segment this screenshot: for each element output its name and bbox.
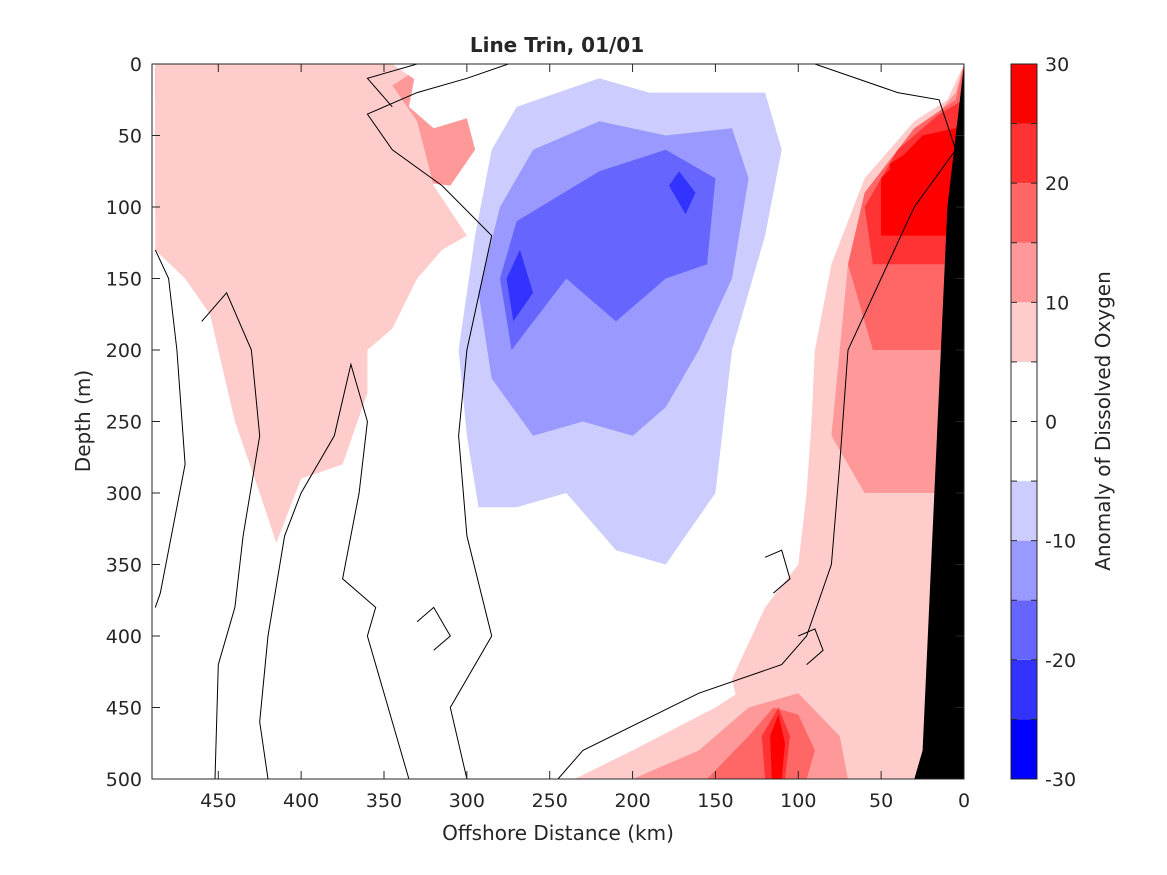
colorbar-tick-label: -20 bbox=[1045, 650, 1076, 672]
colorbar: 30 20 10 0 -10 -20 -30 bbox=[1010, 54, 1076, 791]
colorbar-label: Anomaly of Dissolved Oxygen bbox=[1091, 271, 1115, 571]
x-tick-label: 50 bbox=[869, 790, 893, 812]
y-tick-label: 300 bbox=[106, 483, 142, 505]
zero-contour-layer bbox=[154, 64, 957, 779]
colorbar-tick-label: 10 bbox=[1045, 292, 1069, 314]
colorbar-tick-label: -30 bbox=[1045, 769, 1076, 791]
colorbar-swatch bbox=[1011, 242, 1037, 303]
colorbar-swatch bbox=[1011, 600, 1037, 660]
chart-title: Line Trin, 01/01 bbox=[470, 33, 644, 57]
seafloor-mask bbox=[914, 64, 964, 779]
y-tick-label: 350 bbox=[106, 555, 142, 577]
colorbar-tick-label: -10 bbox=[1045, 531, 1076, 553]
x-tick-label: 350 bbox=[366, 790, 402, 812]
zero-contour-line bbox=[764, 549, 791, 594]
y-tick-label: 250 bbox=[106, 412, 142, 434]
colorbar-swatch bbox=[1011, 183, 1037, 243]
x-axis-label: Offshore Distance (km) bbox=[442, 821, 674, 845]
contour-region bbox=[500, 149, 716, 350]
y-tick-label: 0 bbox=[130, 54, 142, 76]
colorbar-swatch bbox=[1011, 421, 1037, 482]
zero-contour-line bbox=[416, 606, 451, 651]
contour-fill-layer bbox=[155, 64, 964, 779]
x-tick-label: 200 bbox=[614, 790, 650, 812]
contour-region bbox=[506, 249, 534, 322]
contour-region bbox=[770, 714, 785, 779]
plot-area: 450 400 350 300 250 200 150 100 50 0 050100150200… bbox=[106, 54, 970, 812]
y-tick-label: 100 bbox=[106, 197, 142, 219]
x-tick-label: 400 bbox=[283, 790, 319, 812]
colorbar-swatch bbox=[1011, 302, 1037, 362]
x-axis: 450 400 350 300 250 200 150 100 50 0 bbox=[200, 64, 970, 812]
contour-region bbox=[707, 707, 815, 779]
colorbar-swatch bbox=[1011, 123, 1037, 184]
zero-contour-line bbox=[366, 64, 509, 779]
contour-region bbox=[889, 142, 948, 207]
y-tick-label: 500 bbox=[106, 769, 142, 791]
contour-region bbox=[155, 64, 467, 543]
zero-contour-line bbox=[798, 628, 824, 665]
zero-contour-line bbox=[557, 64, 957, 779]
y-axis-label: Depth (m) bbox=[71, 370, 95, 472]
colorbar-swatch bbox=[1011, 64, 1037, 124]
contour-region bbox=[669, 171, 696, 215]
y-tick-label: 150 bbox=[106, 269, 142, 291]
y-axis: 0 50 100 150 200 250 300 350 400 450 500 bbox=[106, 54, 964, 791]
y-tick-label: 50 bbox=[118, 126, 142, 148]
x-tick-label: 150 bbox=[697, 790, 733, 812]
y-tick-label: 450 bbox=[106, 698, 142, 720]
zero-contour-line bbox=[201, 291, 261, 779]
x-tick-label: 450 bbox=[200, 790, 236, 812]
zero-contour-line bbox=[259, 362, 410, 779]
seafloor-mask-layer bbox=[914, 64, 964, 779]
colorbar-swatch bbox=[1011, 481, 1037, 541]
zero-contour-line bbox=[154, 249, 186, 608]
y-tick-label: 200 bbox=[106, 340, 142, 362]
zero-contour-line bbox=[366, 64, 418, 108]
colorbar-tick-label: 30 bbox=[1045, 54, 1069, 76]
x-tick-label: 0 bbox=[958, 790, 970, 812]
y-tick-label: 400 bbox=[106, 626, 142, 648]
colorbar-swatch bbox=[1011, 361, 1037, 422]
x-tick-label: 250 bbox=[532, 790, 568, 812]
colorbar-swatch bbox=[1011, 540, 1037, 601]
colorbar-swatch bbox=[1011, 719, 1037, 779]
colorbar-swatch bbox=[1011, 659, 1037, 720]
x-tick-label: 100 bbox=[780, 790, 816, 812]
colorbar-tick-label: 20 bbox=[1045, 173, 1069, 195]
x-tick-label: 300 bbox=[449, 790, 485, 812]
colorbar-tick-label: 0 bbox=[1045, 412, 1057, 434]
